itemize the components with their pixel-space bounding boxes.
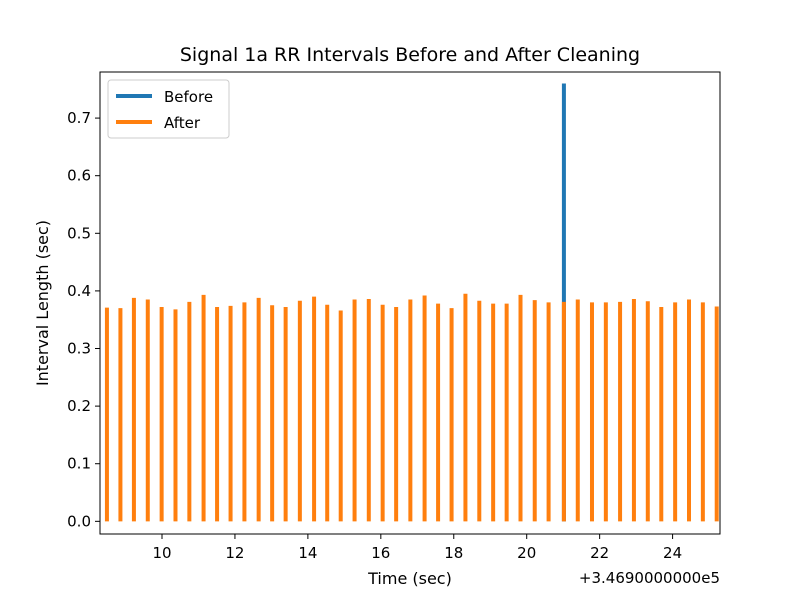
y-tick-label: 0.7 [67,109,91,127]
x-tick-label: 10 [152,544,171,562]
y-tick-label: 0.6 [67,167,91,185]
y-axis-ticks: 0.0 0.1 0.2 0.3 0.4 0.5 0.6 0.7 [67,109,100,530]
chart-title: Signal 1a RR Intervals Before and After … [180,44,640,66]
x-axis-label: Time (sec) [367,569,452,588]
y-tick-label: 0.2 [67,397,91,415]
legend-label-before: Before [164,88,213,106]
x-tick-label: 22 [590,544,609,562]
x-axis-offset-label: +3.4690000000e5 [579,569,720,587]
legend: Before After [107,79,230,139]
y-tick-label: 0.4 [67,282,91,300]
y-tick-label: 0.5 [67,224,91,242]
plot-frame [99,71,721,535]
y-tick-label: 0.1 [67,455,91,473]
x-axis-ticks: 10 12 14 16 18 20 22 24 [152,534,682,562]
x-tick-label: 14 [298,544,317,562]
y-axis-label: Interval Length (sec) [33,220,52,386]
legend-label-after: After [164,114,201,132]
x-tick-label: 12 [225,544,244,562]
x-tick-label: 18 [444,544,463,562]
x-tick-label: 24 [663,544,682,562]
y-tick-label: 0.0 [67,512,91,530]
x-tick-label: 16 [371,544,390,562]
x-tick-label: 20 [517,544,536,562]
bars-group [104,83,719,522]
y-tick-label: 0.3 [67,340,91,358]
